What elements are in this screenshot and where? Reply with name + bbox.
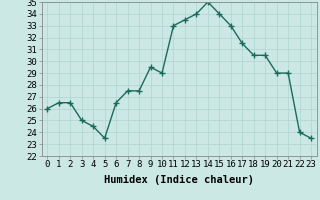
X-axis label: Humidex (Indice chaleur): Humidex (Indice chaleur) — [104, 175, 254, 185]
